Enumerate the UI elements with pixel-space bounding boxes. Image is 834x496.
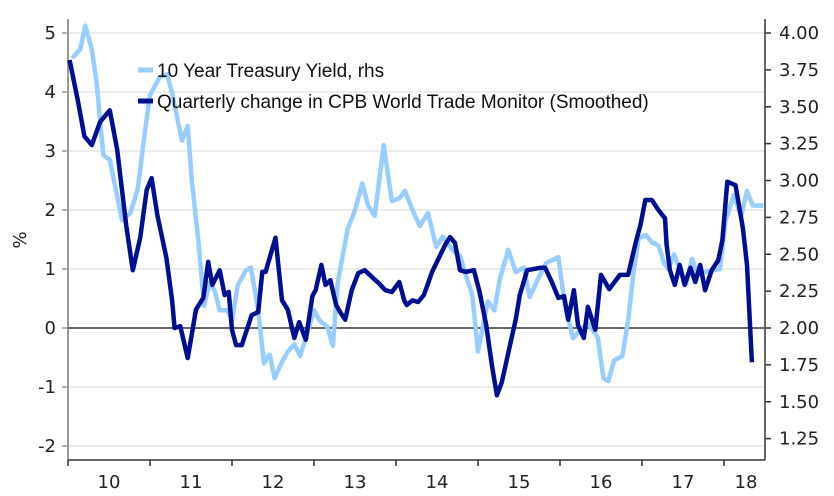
left-tick-label: 2 (45, 200, 56, 221)
x-tick-label: 14 (426, 472, 449, 493)
left-tick-label: -1 (38, 377, 56, 398)
gridlines (68, 32, 765, 447)
legend-item-cpb: Quarterly change in CPB World Trade Moni… (138, 92, 649, 113)
legend: 10 Year Treasury Yield, rhs Quarterly ch… (138, 61, 649, 113)
x-tick-label: 11 (180, 472, 203, 493)
right-tick-label: 3.00 (779, 171, 819, 192)
left-tick-label: 0 (45, 318, 56, 339)
x-tick-label: 10 (98, 472, 121, 493)
right-tick-label: 2.50 (779, 244, 819, 265)
right-tick-label: 2.00 (779, 318, 819, 339)
left-tick-label: 4 (45, 82, 56, 103)
right-tick-label: 3.75 (779, 60, 819, 81)
right-tick-label: 2.75 (779, 207, 819, 228)
left-tick-label: 5 (45, 23, 56, 44)
right-tick-label: 1.75 (779, 355, 819, 376)
left-tick-label: -2 (38, 436, 56, 457)
x-tick-label: 16 (590, 472, 613, 493)
left-tick-label: 3 (45, 141, 56, 162)
right-tick-label: 3.25 (779, 134, 819, 155)
x-tick-label: 13 (344, 472, 367, 493)
x-axis-ticks: 10 11 12 13 14 15 16 17 18 (67, 460, 758, 493)
legend-item-treasury: 10 Year Treasury Yield, rhs (138, 61, 384, 82)
series-lines (67, 23, 764, 398)
x-tick-label: 18 (735, 472, 758, 493)
x-tick-label: 12 (262, 472, 285, 493)
legend-label-treasury: 10 Year Treasury Yield, rhs (157, 61, 384, 82)
axes (67, 19, 766, 461)
right-y-axis-ticks: 1.25 1.50 1.75 2.00 2.25 2.50 2.75 3.00 3.25 3.50… (765, 23, 819, 450)
left-tick-label: 1 (45, 259, 56, 280)
left-y-axis-ticks: -2 -1 0 1 2 3 4 5 (38, 23, 68, 457)
right-tick-label: 2.25 (779, 281, 819, 302)
legend-label-cpb: Quarterly change in CPB World Trade Moni… (157, 92, 649, 113)
x-tick-label: 15 (508, 472, 531, 493)
right-tick-label: 1.25 (779, 429, 819, 450)
y-axis-label: % (10, 231, 31, 248)
right-tick-label: 1.50 (779, 392, 819, 413)
right-tick-label: 3.50 (779, 97, 819, 118)
series-line-cpb-world-trade (67, 59, 755, 398)
x-tick-label: 17 (672, 472, 695, 493)
series-line-treasury-yield (70, 23, 764, 384)
right-tick-label: 4.00 (779, 23, 819, 44)
